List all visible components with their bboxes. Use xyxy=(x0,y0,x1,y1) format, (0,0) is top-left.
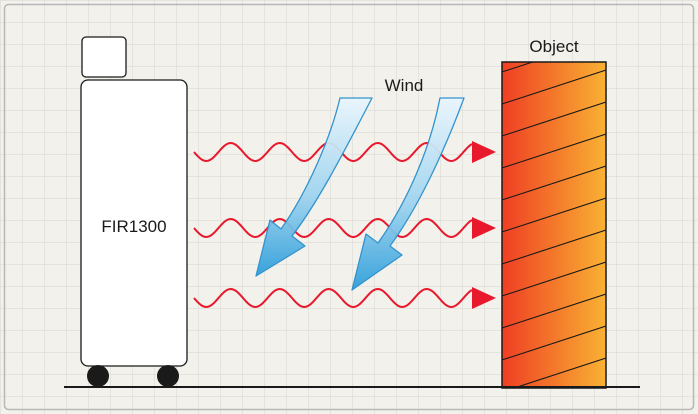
hatch-line xyxy=(502,101,606,137)
hatch-line xyxy=(502,133,606,169)
heat-waves xyxy=(193,141,496,309)
wheel-left xyxy=(87,365,109,387)
hatch-line xyxy=(502,69,606,105)
heat-wave-arrowhead-1 xyxy=(472,141,496,163)
heat-wave-arrowhead-3 xyxy=(472,287,496,309)
object-block xyxy=(502,62,606,388)
object-hatching xyxy=(502,62,606,388)
wind-arrow-left xyxy=(255,97,373,277)
device-body xyxy=(80,79,188,367)
object-label: Object xyxy=(529,37,578,56)
hatch-line xyxy=(502,293,606,329)
device-top-unit xyxy=(81,36,127,78)
device-label: FIR1300 xyxy=(101,217,166,236)
wind-label: Wind xyxy=(385,76,424,95)
frame xyxy=(3,3,695,411)
heat-wave-2 xyxy=(193,217,473,239)
hatch-line xyxy=(502,62,535,73)
wind-arrow-right xyxy=(351,97,465,291)
hatch-line xyxy=(502,165,606,201)
hatch-line xyxy=(502,197,606,233)
wheel-right xyxy=(157,365,179,387)
hatch-line xyxy=(502,261,606,297)
heat-wave-3 xyxy=(193,287,473,309)
heat-wave-arrowhead-2 xyxy=(472,217,496,239)
hatch-line xyxy=(502,325,606,361)
hatch-line xyxy=(502,229,606,265)
